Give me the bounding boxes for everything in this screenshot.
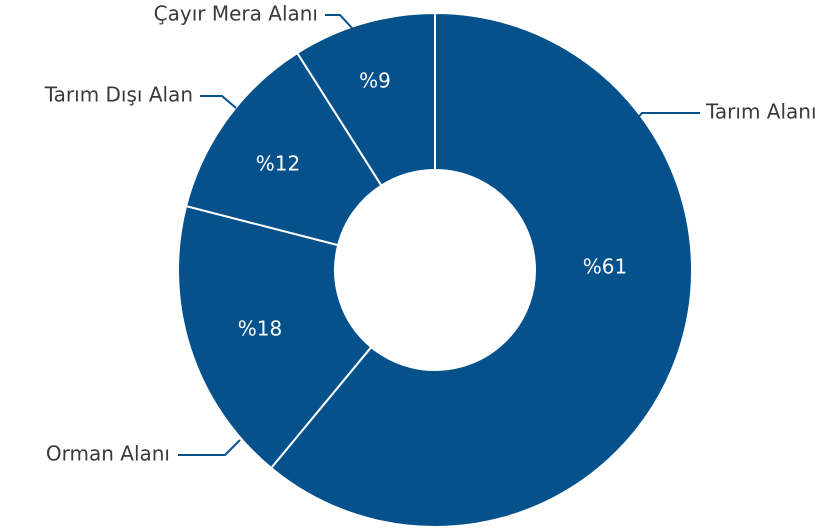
value-label: %18 [238, 317, 282, 341]
leader-line [178, 439, 241, 456]
slice [269, 11, 693, 528]
value-label: %61 [583, 255, 627, 279]
slice [184, 51, 383, 247]
category-label: Tarım Dışı Alan [44, 83, 193, 107]
leader-line [624, 112, 700, 133]
category-label: Tarım Alanı [705, 100, 817, 124]
value-label: %12 [256, 152, 300, 176]
category-label: Çayır Mera Alanı [154, 2, 318, 26]
category-label: Orman Alanı [46, 442, 170, 466]
value-label: %9 [359, 69, 391, 93]
slice [295, 11, 436, 187]
slice [177, 204, 373, 470]
leader-line [325, 14, 353, 29]
leader-line [200, 95, 237, 109]
